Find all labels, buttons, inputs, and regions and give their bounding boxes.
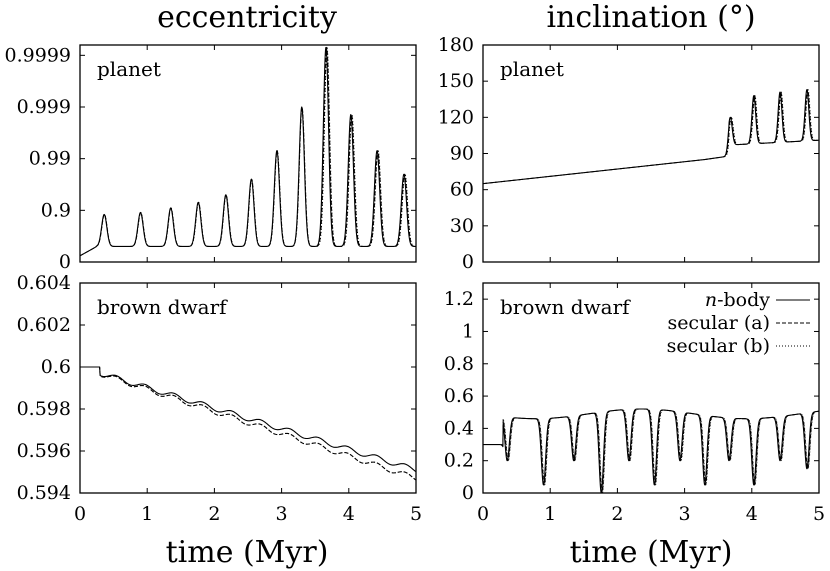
series-secular-b	[80, 47, 416, 257]
series-secular-a	[483, 89, 819, 185]
y-tick-label: 0.6	[41, 356, 71, 378]
y-tick-label: 0.4	[444, 417, 474, 439]
y-tick-label: 90	[450, 143, 474, 165]
y-tick-label: 0.9	[41, 199, 71, 221]
legend-entry-label: n-body	[705, 289, 770, 311]
series-secular-a	[80, 46, 416, 257]
inc-planet-label: planet	[500, 57, 564, 81]
x-tick-label: 4	[746, 503, 758, 525]
y-tick-label: 0.594	[17, 482, 71, 504]
y-tick-label: 0.604	[17, 272, 71, 294]
y-tick-label: 0.9999	[5, 44, 71, 66]
y-tick-label: 120	[438, 106, 474, 128]
y-tick-label: 0.602	[17, 314, 71, 336]
ecc-planet-label: planet	[97, 57, 161, 81]
ecc-bd-label: brown dwarf	[97, 295, 228, 319]
y-tick-label: 0.596	[17, 440, 71, 462]
y-tick-label: 30	[450, 215, 474, 237]
panels: 00.90.990.9990.9999planet030609012015018…	[5, 34, 826, 525]
inc-bd-panel: 0 1 2 3 4 5 0 0.2 0.4 0.6 0.8 1 1.2 brown dwarf	[444, 282, 825, 525]
x-tick-label: 5	[813, 503, 825, 525]
x-tick-label: 3	[276, 503, 288, 525]
y-tick-label: 60	[450, 179, 474, 201]
x-tick-label: 3	[679, 503, 691, 525]
x-tick-label: 0	[74, 503, 86, 525]
y-tick-label: 0.598	[17, 398, 71, 420]
y-tick-label: 0	[59, 251, 71, 273]
x-axis-label-left: time (Myr)	[166, 535, 329, 570]
ecc-bd-panel: 0 1 2 3 4 5 0.594 0.596 0.598 0.6 0.602 0.604 brown …	[17, 272, 422, 525]
x-tick-label: 0	[477, 503, 489, 525]
x-tick-label: 2	[611, 503, 623, 525]
x-axis-label-right: time (Myr)	[570, 535, 733, 570]
y-tick-label: 150	[438, 70, 474, 92]
series-secular-b	[483, 89, 819, 185]
series-nbody	[483, 89, 819, 185]
inc-bd-label: brown dwarf	[500, 295, 631, 319]
y-tick-label: 0	[462, 482, 474, 504]
y-tick-label: 0.2	[444, 450, 474, 472]
ecc-planet-panel: 0 0.9 0.99 0.999 0.9999 planet	[5, 44, 417, 273]
y-tick-label: 0.99	[29, 148, 71, 170]
x-tick-label: 2	[208, 503, 220, 525]
ecc-bd-frame	[79, 282, 417, 494]
y-tick-label: 180	[438, 34, 474, 56]
legend-entry-label: secular (b)	[667, 335, 770, 357]
series-secular-a	[483, 408, 819, 493]
inclination-title: inclination (°)	[546, 0, 755, 35]
x-tick-label: 1	[544, 503, 556, 525]
legend-entry-label: secular (a)	[667, 312, 770, 334]
x-tick-label: 4	[343, 503, 355, 525]
inc-bd-frame	[482, 282, 820, 494]
series-secular-b	[483, 408, 819, 493]
ecc-planet-frame	[79, 44, 417, 263]
x-tick-label: 5	[410, 503, 422, 525]
series-nbody	[80, 366, 416, 473]
y-tick-label: 0.999	[17, 96, 71, 118]
y-tick-label: 0.8	[444, 353, 474, 375]
x-tick-label: 1	[141, 503, 153, 525]
y-tick-label: 0	[462, 251, 474, 273]
y-tick-label: 1	[462, 320, 474, 342]
y-tick-label: 0.6	[444, 385, 474, 407]
eccentricity-title: eccentricity	[157, 0, 337, 35]
y-tick-label: 1.2	[444, 288, 474, 310]
series-secular-b	[80, 366, 416, 481]
inc-planet-panel: 0 30 60 90 120 150 180 planet	[438, 34, 820, 273]
